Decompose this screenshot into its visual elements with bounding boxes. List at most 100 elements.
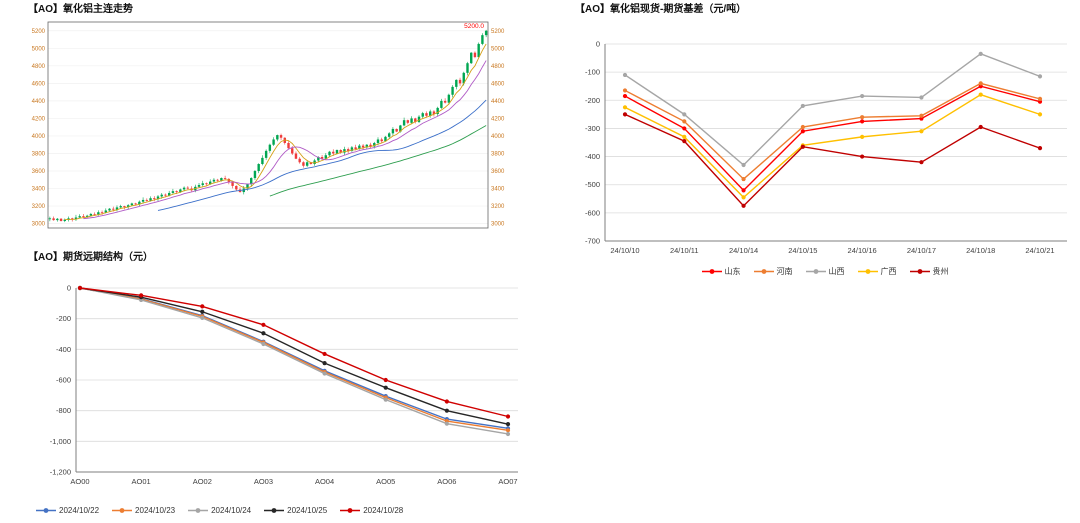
candle-body xyxy=(432,111,436,115)
data-point xyxy=(77,285,83,291)
candle-body xyxy=(93,213,96,215)
data-point xyxy=(978,92,983,97)
legend-label: 2024/10/24 xyxy=(211,506,252,515)
candle-body xyxy=(156,196,160,200)
candle-body xyxy=(112,208,115,210)
y-tick-label-left: 4400 xyxy=(32,99,46,105)
y-tick-label-left: 3000 xyxy=(32,222,46,228)
legend-marker-icon xyxy=(753,269,774,274)
x-tick-label: 24/10/11 xyxy=(670,246,699,255)
series-line xyxy=(624,53,1041,166)
y-tick-label-right: 5200 xyxy=(491,29,505,35)
data-point xyxy=(444,421,449,426)
candle-body xyxy=(395,128,398,132)
legend-item: 2024/10/24 xyxy=(188,506,251,515)
candle-body xyxy=(227,178,231,183)
series-河南 xyxy=(622,81,1043,182)
series-line xyxy=(624,113,1041,207)
data-point xyxy=(741,195,746,200)
basis-chart: 【AO】氧化铝现货-期货基差（元/吨） 0 -100 -200 -300 -400 -50… xyxy=(575,4,1075,277)
legend-marker-icon xyxy=(701,269,722,274)
y-tick-label-right: 3000 xyxy=(491,222,505,228)
data-point xyxy=(261,322,266,327)
ma-line xyxy=(64,43,487,221)
series-line xyxy=(79,287,509,425)
candle-body xyxy=(115,207,119,210)
y-tick-label: -400 xyxy=(56,345,71,354)
series-line xyxy=(624,85,1041,192)
legend-item: 贵州 xyxy=(909,266,949,277)
candle-body xyxy=(477,43,480,58)
y-tick-label-right: 3400 xyxy=(491,187,505,193)
series-line xyxy=(79,287,509,435)
candle-body xyxy=(212,179,216,182)
y-tick-label-left: 5200 xyxy=(32,29,46,35)
x-tick-label: 24/10/18 xyxy=(966,246,995,255)
candle-body xyxy=(246,184,249,189)
candle-body xyxy=(108,208,111,211)
y-tick-label-right: 4200 xyxy=(491,116,505,122)
y-tick-label: -600 xyxy=(56,376,71,385)
data-point xyxy=(444,399,449,404)
candle-body xyxy=(380,139,383,142)
candle-body xyxy=(305,162,309,166)
candle-body xyxy=(402,120,406,126)
candle-body xyxy=(223,178,227,179)
data-point xyxy=(200,309,205,314)
x-tick-label: AO03 xyxy=(254,477,273,486)
series-line xyxy=(624,82,1041,181)
candle-body xyxy=(48,218,52,220)
candle-body xyxy=(197,185,201,187)
data-point xyxy=(682,134,687,139)
legend-marker-icon xyxy=(36,508,56,513)
x-tick-label: AO02 xyxy=(193,477,212,486)
data-point xyxy=(200,304,205,309)
candle-body xyxy=(429,111,432,116)
data-point xyxy=(139,293,144,298)
legend-label: 2024/10/28 xyxy=(363,506,404,515)
data-point xyxy=(383,377,388,383)
data-point xyxy=(800,144,805,149)
data-point xyxy=(741,203,746,208)
data-point xyxy=(741,176,746,182)
candle-body xyxy=(276,135,279,140)
legend-item: 2024/10/22 xyxy=(36,506,99,515)
candle-body xyxy=(328,151,331,156)
legend-label: 2024/10/22 xyxy=(59,506,100,515)
candle-body xyxy=(138,201,141,205)
candle-body xyxy=(298,158,301,163)
y-tick-label-left: 4000 xyxy=(32,134,46,140)
candle-body xyxy=(309,162,313,165)
y-tick-label-right: 4400 xyxy=(491,99,505,105)
y-tick-label: -300 xyxy=(585,124,600,133)
y-tick-label: -700 xyxy=(585,237,600,246)
y-tick-label-left: 4200 xyxy=(32,116,46,122)
data-point xyxy=(505,414,511,419)
candle-body xyxy=(376,139,380,143)
candle-body xyxy=(59,218,63,221)
y-tick-label: -1,000 xyxy=(50,437,71,446)
legend-label: 2024/10/23 xyxy=(135,506,176,515)
legend-marker-icon xyxy=(112,508,133,513)
candle-body xyxy=(481,35,484,44)
candle-body xyxy=(350,147,354,151)
y-tick-label-right: 3600 xyxy=(491,169,505,175)
candle-body xyxy=(179,189,182,193)
legend-label: 山东 xyxy=(724,267,741,276)
data-point xyxy=(261,331,266,336)
candle-body xyxy=(473,52,477,58)
y-tick-label: 0 xyxy=(67,284,71,293)
candle-chart-title: 【AO】氧化铝主连走势 xyxy=(28,4,133,15)
candle-body xyxy=(436,107,439,115)
candle-body xyxy=(167,192,171,196)
y-tick-label-right: 3800 xyxy=(491,151,505,157)
candle-body xyxy=(287,142,290,149)
plot-border xyxy=(47,21,489,229)
x-tick-label: AO00 xyxy=(70,477,89,486)
legend-item: 2024/10/23 xyxy=(112,506,175,515)
data-point xyxy=(860,93,865,99)
candle-body xyxy=(335,149,339,154)
data-point xyxy=(1037,112,1043,117)
candle-body xyxy=(425,113,428,116)
x-tick-label: AO04 xyxy=(315,477,334,486)
